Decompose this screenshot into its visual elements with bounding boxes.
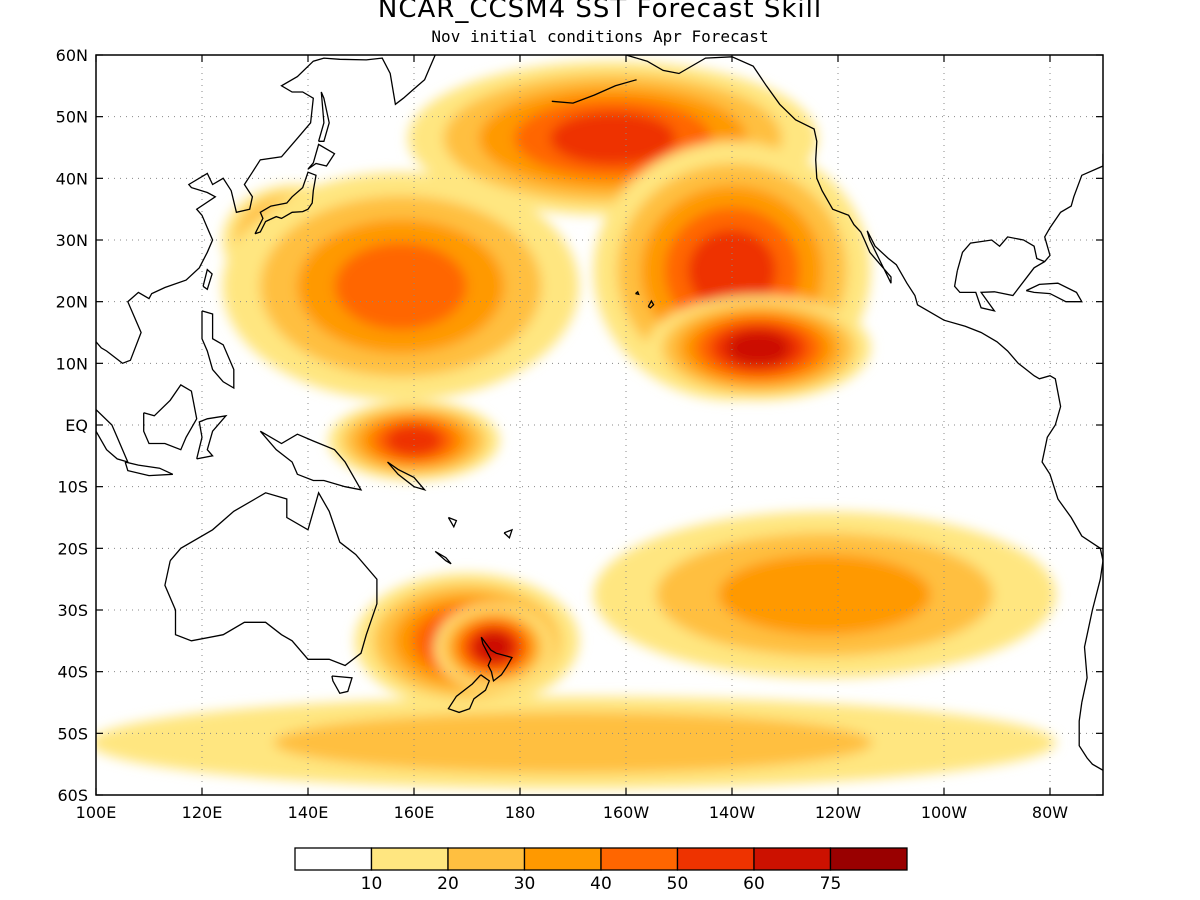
coastline [434,550,452,565]
coastline [551,79,637,104]
coastline [201,310,235,390]
skill-region-north-pacific-arc [549,111,676,165]
colorbar-swatch [523,847,602,871]
map-title: NCAR_CCSM4 SST Forecast Skill [377,0,823,24]
colorbar-label: 40 [590,874,612,894]
coastline [635,290,640,296]
colorbar-swatch [753,847,832,871]
skill-region-east-central-pacific [726,330,791,366]
coastline [196,414,228,460]
colorbar-swatch [600,847,679,871]
coastline [317,91,330,142]
skill-region-maritime-continent-east [385,424,443,457]
lat-tick-label: 60N [56,46,88,65]
colorbar-swatch [370,847,449,871]
colorbar-label: 75 [820,874,842,894]
skill-region-northwest-pacific [334,242,467,330]
coastline [259,430,363,491]
coastline [96,55,436,365]
coastline [1025,282,1083,303]
lat-tick-label: 40S [57,663,88,682]
coastline [96,409,129,464]
coastline [647,299,655,309]
lat-tick-label: 20S [57,539,88,558]
lon-tick-label: 180 [505,803,536,822]
lon-tick-label: 160W [603,803,650,822]
lon-tick-label: 140E [288,803,329,822]
coastline [124,461,174,477]
colorbar-label: 50 [667,874,689,894]
colorbar-swatch [447,847,526,871]
lon-tick-label: 140W [709,803,756,822]
lon-tick-label: 100E [76,803,117,822]
lat-tick-label: 30N [56,231,88,250]
lon-tick-label: 160E [394,803,435,822]
lat-tick-label: 50N [56,108,88,127]
coastline [387,461,427,492]
coastline [143,384,198,451]
colorbar-label: 30 [514,874,536,894]
colorbar-swatch [294,847,373,871]
lat-tick-label: EQ [65,416,88,435]
coastlines [96,55,1103,771]
colorbar-swatch [829,847,908,871]
coastline [625,55,1103,561]
lon-tick-label: 100W [921,803,968,822]
lat-tick-label: 10S [57,478,88,497]
colorbar-label: 60 [743,874,765,894]
lat-tick-label: 60S [57,786,88,805]
coastline [953,153,1103,312]
coastline [956,236,1045,271]
coastline [331,675,353,695]
coastline [480,636,513,683]
coastline [1081,560,1103,703]
lon-tick-label: 120E [182,803,223,822]
colorbar-swatch [676,847,755,871]
map-subtitle: Nov initial conditions Apr Forecast [431,27,769,46]
lon-tick-label: 80W [1032,803,1068,822]
skill-region-tasman-new-zealand [474,632,513,662]
colorbar: 10 20 30 40 50 60 75 [294,847,908,894]
colorbar-label: 20 [437,874,459,894]
lat-tick-label: 40N [56,169,88,188]
lon-tick-label: 120W [815,803,862,822]
coastline [307,143,336,170]
axes: 60N50N40N30N20N10NEQ10S20S30S40S50S60S10… [56,46,1103,822]
coastline [447,516,458,529]
coastline [164,491,378,667]
skill-region-northeast-pacific [688,229,776,313]
coastline [503,528,514,539]
coastline [1078,702,1103,771]
lat-tick-label: 10N [56,354,88,373]
skill-region-south-pacific-band [718,554,931,635]
colorbar-label: 10 [361,874,383,894]
lat-tick-label: 50S [57,724,88,743]
skill-region-southern-ocean [273,711,873,774]
lat-tick-label: 20N [56,293,88,312]
lat-tick-label: 30S [57,601,88,620]
coastline [447,674,491,714]
coastline [202,268,213,291]
coastline [254,171,317,235]
